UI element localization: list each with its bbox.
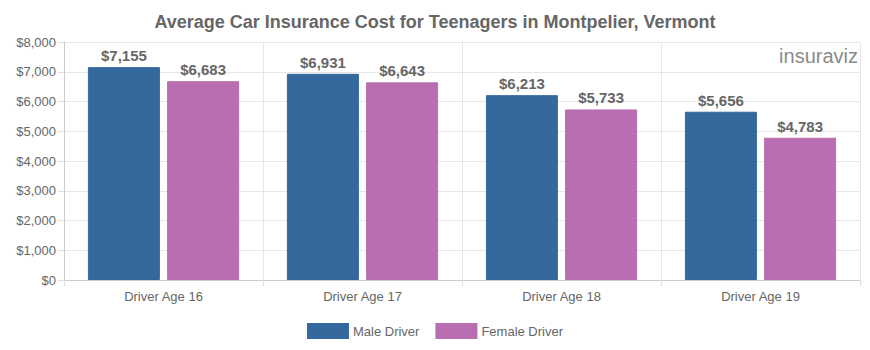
svg-text:$0: $0 (42, 273, 56, 288)
svg-text:$7,000: $7,000 (16, 64, 56, 79)
svg-text:$5,000: $5,000 (16, 124, 56, 139)
svg-text:Driver Age 18: Driver Age 18 (522, 289, 601, 304)
svg-text:Driver Age 19: Driver Age 19 (721, 289, 800, 304)
svg-text:$6,683: $6,683 (180, 61, 226, 78)
svg-text:$7,155: $7,155 (101, 47, 147, 64)
svg-text:$4,783: $4,783 (777, 118, 823, 135)
svg-text:$6,213: $6,213 (499, 75, 545, 92)
svg-text:Female Driver: Female Driver (481, 324, 563, 339)
svg-text:Driver Age 16: Driver Age 16 (124, 289, 203, 304)
svg-text:$5,733: $5,733 (578, 89, 624, 106)
svg-text:insuraviz: insuraviz (779, 45, 858, 67)
svg-text:Average Car Insurance Cost for: Average Car Insurance Cost for Teenagers… (154, 12, 715, 32)
svg-text:$4,000: $4,000 (16, 154, 56, 169)
svg-text:$3,000: $3,000 (16, 183, 56, 198)
svg-text:Driver Age 17: Driver Age 17 (323, 289, 402, 304)
svg-text:$1,000: $1,000 (16, 243, 56, 258)
svg-text:$6,931: $6,931 (300, 54, 346, 71)
svg-text:$5,656: $5,656 (698, 92, 744, 109)
svg-text:$2,000: $2,000 (16, 213, 56, 228)
svg-text:$8,000: $8,000 (16, 35, 56, 50)
svg-text:$6,000: $6,000 (16, 94, 56, 109)
svg-text:$6,643: $6,643 (379, 62, 425, 79)
svg-text:Male Driver: Male Driver (353, 324, 420, 339)
